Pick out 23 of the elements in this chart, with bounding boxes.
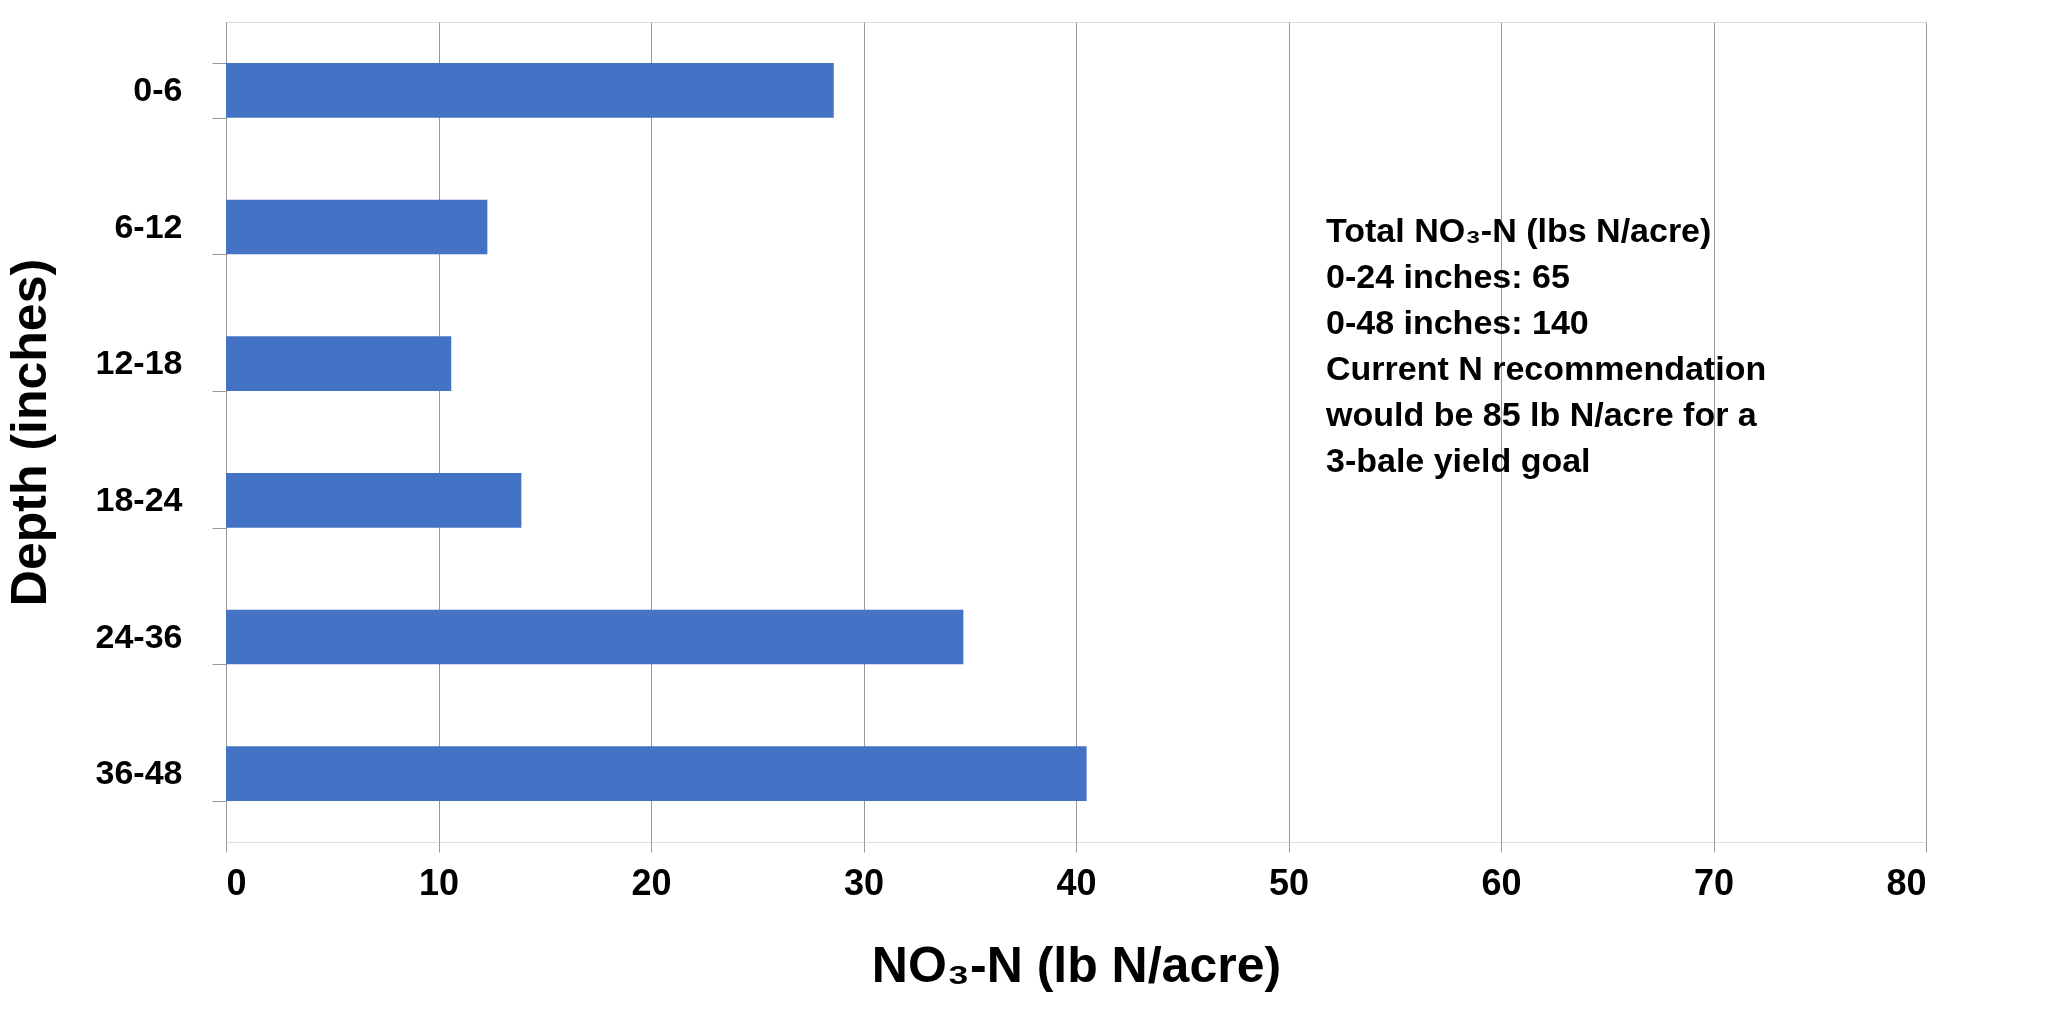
annotation: 3-bale yield goal [1326,441,1591,479]
x-tick-label: 0 [226,861,247,903]
y-tick-label: 0-6 [133,69,183,108]
x-tick-label: 30 [843,861,885,903]
x-tick-label: 80 [1886,861,1927,903]
x-tick-label: 40 [1056,861,1097,903]
annotation: would be 85 lb N/acre for a [1325,395,1758,433]
x-tick-label: 60 [1481,861,1522,903]
x-tick-label: 50 [1268,861,1310,903]
y-tick-label: 24-36 [95,616,183,655]
annotation: 0-48 inches: 140 [1326,303,1589,341]
y-tick-label: 12-18 [95,343,183,382]
y-axis-title: Depth (inches) [0,258,57,607]
annotation: Total NO₃-N (lbs N/acre) [1326,211,1712,249]
y-tick-label: 6-12 [114,206,183,245]
annotation: Current N recommendation [1326,349,1767,387]
y-tick-label: 36-48 [95,753,183,792]
x-tick-label: 20 [631,861,672,903]
annotation: 0-24 inches: 65 [1326,257,1570,295]
x-tick-label: 70 [1693,861,1735,903]
x-tick-label: 10 [418,861,460,903]
x-axis-title: NO₃-N (lb N/acre) [871,936,1282,993]
y-tick-label: 18-24 [95,479,183,518]
